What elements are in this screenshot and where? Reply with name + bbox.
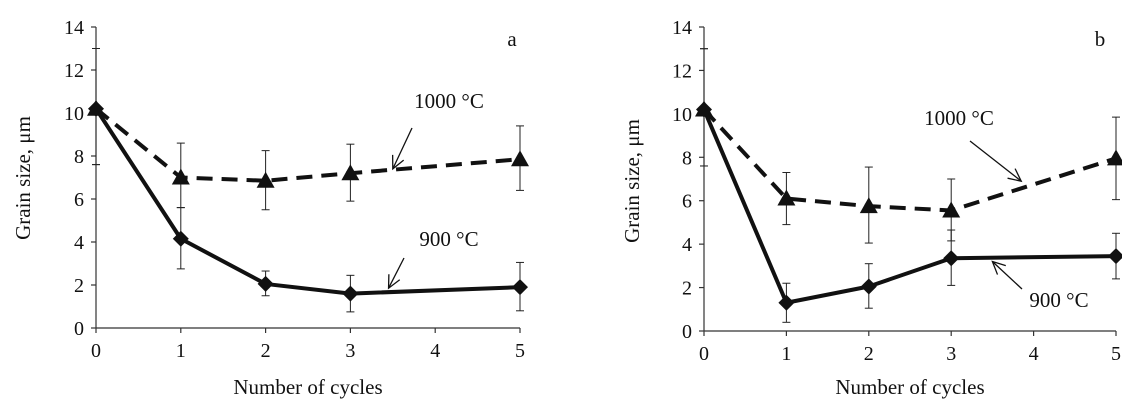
- data-point-diamond: [860, 278, 877, 295]
- y-tick-label: 0: [74, 318, 84, 340]
- data-point-diamond: [943, 250, 960, 267]
- y-tick-label: 0: [682, 321, 692, 343]
- y-tick-label: 8: [74, 146, 84, 168]
- annotation-arrow-head: [391, 154, 405, 171]
- annotation-arrow-shaft: [969, 140, 1022, 182]
- series-solid-diamond: [696, 48, 1122, 323]
- data-point-diamond: [512, 279, 528, 296]
- y-tick-label: 10: [64, 103, 84, 125]
- data-point-triangle: [341, 164, 360, 181]
- annotation-arrow-head: [991, 260, 1006, 275]
- series-dashed-triangle: [87, 48, 529, 211]
- x-axis-title: Number of cycles: [233, 375, 382, 399]
- annotation-arrow-shaft: [392, 127, 413, 170]
- y-tick-label: 12: [672, 60, 692, 82]
- series-line: [94, 107, 521, 296]
- data-point-triangle: [256, 171, 275, 188]
- x-tick-label: 2: [261, 340, 271, 362]
- annotation-label: 1000 °C: [924, 106, 994, 130]
- data-point-triangle: [942, 201, 961, 218]
- y-tick-label: 4: [74, 232, 84, 254]
- y-tick-label: 4: [682, 234, 692, 256]
- y-tick-label: 8: [682, 147, 692, 169]
- data-point-diamond: [172, 230, 189, 247]
- x-tick-label: 2: [864, 343, 874, 365]
- x-axis-title: Number of cycles: [835, 375, 984, 399]
- y-tick-label: 2: [682, 278, 692, 300]
- series-line: [702, 108, 1117, 305]
- x-tick-label: 3: [345, 340, 355, 362]
- x-tick-label: 1: [781, 343, 791, 365]
- series-solid-diamond: [88, 48, 528, 313]
- series-line: [702, 108, 1117, 213]
- x-tick-label: 5: [1111, 343, 1121, 365]
- x-tick-label: 1: [176, 340, 186, 362]
- annotation-arrow-shaft: [387, 257, 405, 289]
- y-tick-label: 6: [682, 191, 692, 213]
- data-point-triangle: [1107, 149, 1122, 166]
- y-tick-label: 10: [672, 104, 692, 126]
- annotation-arrow-shaft: [991, 261, 1023, 290]
- annotation-arrow-head: [387, 274, 401, 290]
- data-point-triangle: [777, 189, 796, 206]
- x-tick-label: 4: [430, 340, 440, 362]
- annotation-label: 900 °C: [419, 227, 478, 251]
- x-tick-label: 5: [515, 340, 525, 362]
- y-tick-label: 14: [64, 17, 84, 39]
- x-tick-label: 0: [91, 340, 101, 362]
- data-point-triangle: [171, 168, 190, 185]
- data-point-diamond: [88, 100, 104, 117]
- y-tick-label: 14: [672, 17, 692, 39]
- data-point-diamond: [1108, 248, 1122, 265]
- annotation-label: 1000 °C: [414, 89, 484, 113]
- x-tick-label: 0: [699, 343, 709, 365]
- y-axis-title: Grain size, μm: [620, 119, 644, 243]
- panel-label: a: [507, 27, 517, 51]
- data-point-diamond: [696, 101, 712, 118]
- y-tick-label: 2: [74, 275, 84, 297]
- series-line: [94, 107, 521, 183]
- y-axis-title: Grain size, μm: [11, 116, 35, 240]
- data-point-triangle: [859, 197, 878, 214]
- x-tick-label: 4: [1029, 343, 1039, 365]
- annotation-label: 900 °C: [1029, 288, 1088, 312]
- x-tick-label: 3: [946, 343, 956, 365]
- data-point-diamond: [342, 285, 359, 302]
- panel-label: b: [1095, 27, 1106, 51]
- series-dashed-triangle: [695, 48, 1122, 244]
- data-point-triangle: [511, 150, 529, 167]
- y-tick-label: 12: [64, 60, 84, 82]
- data-point-diamond: [778, 294, 795, 311]
- annotation-arrow-head: [1007, 168, 1023, 183]
- y-tick-label: 6: [74, 189, 84, 211]
- data-point-diamond: [257, 275, 274, 292]
